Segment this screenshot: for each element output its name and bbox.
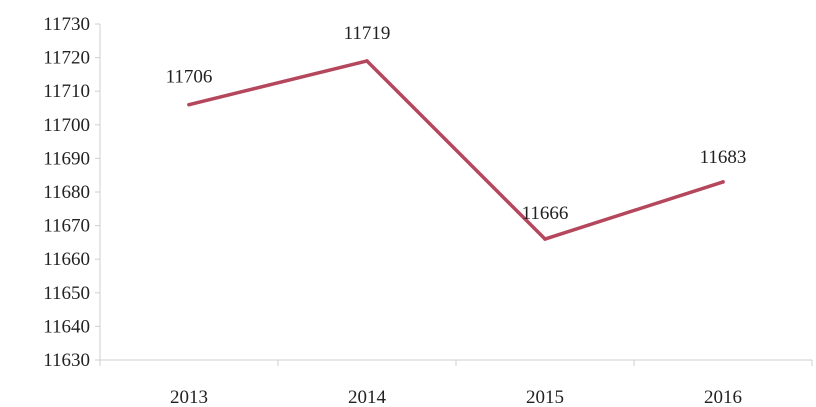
x-axis: 2013 2014 2015 2016	[99, 359, 813, 407]
data-label: 11706	[166, 67, 213, 88]
y-tick-label: 11640	[43, 316, 90, 337]
data-point	[187, 102, 191, 107]
data-point	[543, 237, 547, 241]
series-line	[187, 59, 725, 241]
series-group	[187, 59, 725, 241]
y-tick-label: 11700	[43, 115, 90, 136]
x-tick-label: 2013	[170, 387, 208, 407]
y-tick-label: 11730	[43, 14, 90, 35]
y-tick-label: 11650	[43, 283, 90, 304]
data-label: 11683	[700, 147, 747, 168]
x-tick-label: 2016	[704, 387, 742, 407]
x-tick-label: 2015	[526, 387, 564, 407]
data-labels-group: 11706 11719 11666 11683	[166, 23, 747, 224]
y-tick-label: 11690	[43, 148, 90, 169]
y-tick-label: 11630	[43, 350, 90, 371]
y-tick-label: 11660	[43, 249, 90, 270]
y-tick-label: 11720	[43, 48, 90, 69]
y-tick-label: 11680	[43, 182, 90, 203]
x-tick-label: 2014	[348, 387, 387, 407]
data-point	[721, 180, 725, 184]
y-tick-label: 11670	[43, 216, 90, 237]
data-label: 11666	[522, 203, 569, 224]
y-axis: 11630 11640 11650 11660 11670 11680 11690 11700…	[43, 14, 101, 371]
data-label: 11719	[344, 23, 391, 44]
y-tick-label: 11710	[43, 81, 90, 102]
data-point	[365, 59, 369, 63]
